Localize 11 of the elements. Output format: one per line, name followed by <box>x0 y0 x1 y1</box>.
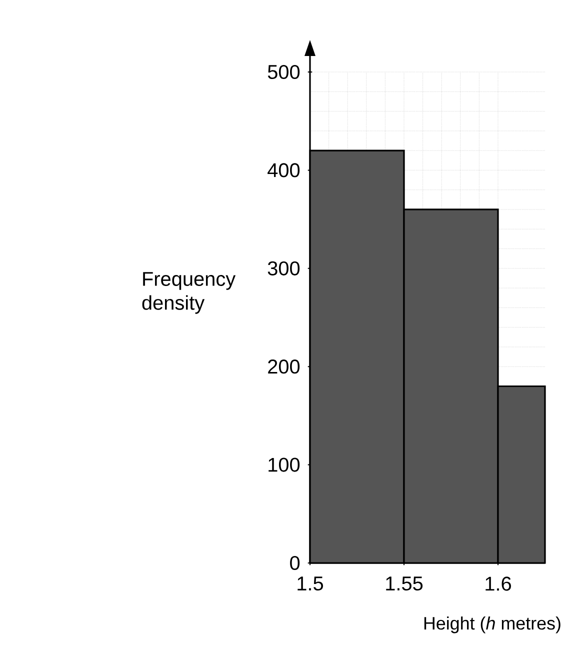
y-tick-label: 400 <box>268 163 300 178</box>
y-tick-label: 500 <box>268 64 300 80</box>
x-tick-label: 1.6 <box>486 576 511 591</box>
x-axis-title: Height (h metres) <box>424 616 560 634</box>
y-tick-label: 100 <box>268 458 300 472</box>
x-tick-label: 1.5 <box>298 576 324 591</box>
x-tick-label: 1.55 <box>386 576 423 591</box>
y-tick-label: 300 <box>268 261 300 276</box>
y-axis-title: Frequency density <box>142 272 236 314</box>
y-tick-label: 200 <box>268 360 300 374</box>
y-tick-label: 0 <box>290 556 300 570</box>
